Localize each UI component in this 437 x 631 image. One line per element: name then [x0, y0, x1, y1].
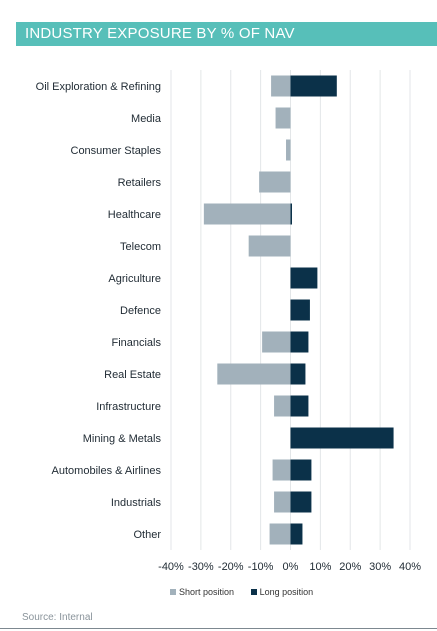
x-tick-label: -10% [248, 561, 274, 573]
bar-long [290, 363, 306, 385]
legend-item-long: Long position [250, 587, 314, 597]
bar-short [203, 203, 291, 225]
bar-long [290, 203, 292, 225]
bar-short [274, 491, 291, 513]
category-label: Financials [111, 337, 161, 349]
category-label: Oil Exploration & Refining [36, 81, 161, 93]
bar-long [290, 459, 312, 481]
category-label: Real Estate [104, 369, 161, 381]
category-label: Infrastructure [96, 401, 161, 413]
category-label: Consumer Staples [71, 145, 162, 157]
bar-long [290, 299, 310, 321]
bar-short [259, 171, 291, 193]
bar-short [217, 363, 291, 385]
x-tick-label: 20% [339, 561, 361, 573]
category-label: Agriculture [108, 273, 161, 285]
bar-short [272, 459, 291, 481]
category-label: Other [133, 529, 161, 541]
bar-long [290, 331, 309, 353]
bar-long [290, 267, 318, 289]
legend-swatch-long [250, 589, 257, 595]
legend-item-short: Short position [170, 587, 234, 597]
bar-short [271, 75, 291, 97]
bottom-divider [0, 628, 437, 629]
source-note: Source: Internal [22, 612, 93, 623]
x-tick-label: 30% [369, 561, 391, 573]
chart-title: INDUSTRY EXPOSURE BY % OF NAV [16, 22, 437, 46]
bar-long [290, 523, 303, 545]
bar-long [290, 491, 312, 513]
x-tick-label: -30% [188, 561, 214, 573]
x-tick-label: 10% [309, 561, 331, 573]
x-tick-label: 0% [283, 561, 299, 573]
bar-short [275, 107, 291, 129]
bar-short [274, 395, 291, 417]
x-tick-label: -20% [218, 561, 244, 573]
bar-short [262, 331, 291, 353]
category-label: Healthcare [108, 209, 161, 221]
bar-long [290, 395, 309, 417]
chart-legend: Short position Long position [170, 587, 327, 597]
bar-chart: Oil Exploration & Refining Media Consumer … [36, 70, 421, 573]
category-label: Mining & Metals [83, 433, 162, 445]
category-label: Media [131, 113, 162, 125]
x-tick-label: 40% [399, 561, 421, 573]
legend-swatch-short [170, 589, 176, 595]
bar-short [286, 139, 291, 161]
legend-label-long: Long position [259, 587, 314, 597]
legend-label-short: Short position [179, 587, 235, 597]
bar-long [290, 427, 394, 449]
bar-short [248, 235, 291, 257]
bar-short [269, 523, 291, 545]
category-label: Telecom [120, 241, 161, 253]
category-label: Industrials [111, 497, 162, 509]
category-label: Automobiles & Airlines [52, 465, 162, 477]
x-tick-label: -40% [158, 561, 184, 573]
category-label: Retailers [118, 177, 162, 189]
bar-long [290, 75, 337, 97]
category-label: Defence [120, 305, 161, 317]
